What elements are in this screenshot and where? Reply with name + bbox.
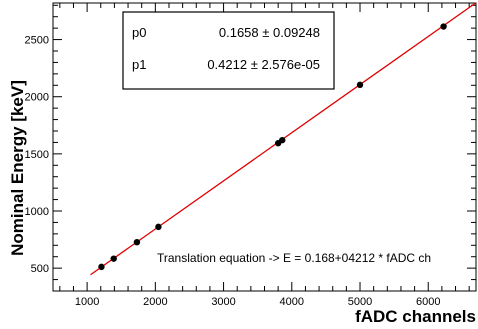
y-tick-label: 2000	[25, 92, 49, 104]
data-point	[279, 136, 286, 144]
data-point	[133, 239, 141, 246]
data-points	[98, 23, 447, 271]
data-point	[440, 23, 447, 30]
data-point	[155, 223, 162, 231]
y-axis-title: Nominal Energy [keV]	[8, 80, 27, 256]
x-tick-label: 5000	[348, 296, 372, 308]
fit-param-p1-value: 0.4212 ± 2.576e-05	[207, 57, 320, 72]
x-tick-label: 2000	[143, 296, 167, 308]
x-axis-title: fADC channels	[355, 307, 476, 326]
x-tick-label: 4000	[280, 296, 304, 308]
translation-equation-annotation: Translation equation -> E = 0.168+04212 …	[157, 251, 431, 265]
fit-parameters-frame	[122, 11, 335, 90]
fit-parameters-box: p0 0.1658 ± 0.09248 p1 0.4212 ± 2.576e-0…	[122, 11, 335, 90]
data-point	[356, 81, 364, 89]
x-tick-label: 3000	[211, 296, 235, 308]
y-tick-label: 500	[31, 263, 49, 275]
x-tick-label: 6000	[416, 296, 440, 308]
y-tick-label: 1000	[25, 206, 49, 218]
data-point	[110, 255, 117, 262]
fit-param-p0-value: 0.1658 ± 0.09248	[219, 25, 320, 40]
data-point	[98, 263, 105, 271]
y-tick-label: 1500	[25, 149, 49, 161]
fit-param-p1-name: p1	[132, 57, 146, 72]
x-tick-label: 1000	[75, 296, 99, 308]
fit-param-p0-name: p0	[132, 25, 146, 40]
y-tick-label: 2500	[25, 35, 49, 47]
